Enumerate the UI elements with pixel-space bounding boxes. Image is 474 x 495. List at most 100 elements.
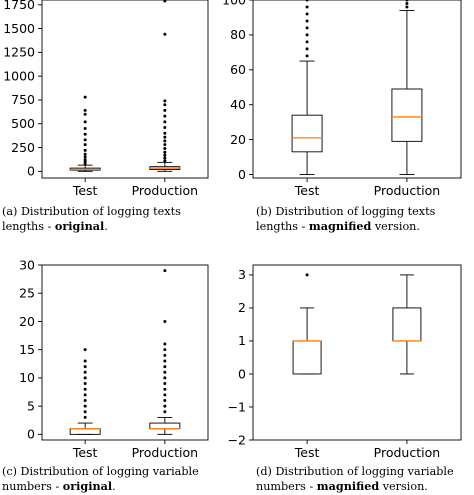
outlier-point: [163, 108, 167, 112]
outlier-point: [163, 342, 167, 346]
y-tick-label: −2: [228, 432, 246, 447]
y-tick-label: 1250: [3, 45, 35, 60]
y-tick-label: 1000: [3, 68, 35, 83]
caption-line-2: lengths - magnified version.: [256, 219, 420, 234]
caption-line-1: (c) Distribution of logging variable: [2, 465, 199, 478]
panel-b: 0 20 40 60 80 100 Test Production: [222, 0, 462, 198]
caption-line-1: (d) Distribution of logging variable: [256, 465, 454, 478]
outlier-point: [163, 153, 167, 157]
outlier-point: [163, 398, 167, 402]
caption-line-2: lengths - original.: [2, 219, 108, 234]
y-tick-label: 20: [230, 132, 246, 147]
outlier-point: [163, 146, 167, 150]
x-tick-label: Production: [132, 445, 199, 460]
y-tick-label: 40: [230, 97, 246, 112]
outlier-point: [163, 126, 167, 130]
y-tick-label: −1: [228, 399, 246, 414]
caption-bold-text: magnified: [316, 479, 380, 493]
outlier-point: [163, 359, 167, 363]
y-tick-label: 25: [19, 286, 35, 301]
outlier-point: [163, 410, 167, 414]
caption-line-1: (b) Distribution of logging texts: [256, 205, 436, 218]
y-tick-label: 750: [11, 92, 35, 107]
x-tick-label: Production: [132, 183, 199, 198]
outlier-point: [305, 26, 309, 30]
outlier-point: [163, 387, 167, 391]
outlier-point: [163, 139, 167, 143]
caption-line-1: (a) Distribution of logging texts: [2, 205, 181, 218]
outlier-point: [83, 158, 87, 162]
outlier-point: [83, 348, 87, 352]
x-tick-label: Test: [294, 445, 320, 460]
caption-bold-text: original: [62, 479, 113, 493]
outlier-point: [163, 353, 167, 357]
box-production: [149, 422, 181, 430]
y-tick-label: 250: [11, 140, 35, 155]
plot-frame: [41, 0, 209, 179]
outlier-point: [305, 33, 309, 37]
caption-text: numbers -: [256, 480, 317, 493]
data-marks: [69, 269, 181, 435]
y-tick-label: 20: [19, 314, 35, 329]
outlier-point: [405, 0, 409, 2]
outlier-point: [305, 47, 309, 51]
y-tick-label: 500: [11, 116, 35, 131]
outlier-point: [83, 404, 87, 408]
caption-text: version.: [371, 220, 420, 233]
caption-line-2: numbers - magnified version.: [256, 479, 428, 494]
outlier-point: [83, 370, 87, 374]
x-tick-label: Production: [374, 183, 441, 198]
y-tick-label: 3: [238, 267, 246, 282]
outlier-point: [163, 150, 167, 154]
outlier-point: [163, 0, 167, 3]
box-test: [69, 428, 101, 435]
outlier-point: [163, 159, 167, 163]
outlier-point: [305, 12, 309, 16]
y-tick-label: 0: [238, 167, 246, 182]
box-test: [291, 114, 323, 153]
data-marks: [291, 0, 423, 175]
outlier-point: [83, 138, 87, 142]
outlier-point: [163, 120, 167, 124]
plot-frame: [252, 0, 462, 179]
caption-text: numbers -: [2, 480, 63, 493]
outlier-point: [83, 148, 87, 152]
data-marks: [69, 0, 181, 172]
caption-text: version.: [379, 480, 428, 493]
outlier-point: [163, 114, 167, 118]
box-production: [391, 88, 423, 142]
outlier-point: [163, 319, 167, 323]
outlier-point: [83, 365, 87, 369]
outlier-point: [163, 103, 167, 107]
outlier-point: [305, 19, 309, 23]
outlier-point: [163, 404, 167, 408]
outlier-point: [163, 32, 167, 36]
outlier-point: [83, 127, 87, 131]
outlier-point: [163, 382, 167, 386]
outlier-point: [405, 5, 409, 9]
caption-text: lengths -: [2, 220, 55, 233]
outlier-point: [83, 410, 87, 414]
outlier-point: [83, 143, 87, 147]
box-test: [292, 340, 322, 375]
caption-bold-text: original: [54, 219, 105, 233]
caption-bold-text: magnified: [308, 219, 372, 233]
plot-frame: [252, 264, 462, 441]
outlier-point: [83, 112, 87, 116]
caption-text: .: [112, 480, 116, 493]
panel-c: 0 5 10 15 20 25 30 Test Production: [19, 257, 209, 460]
outlier-point: [305, 5, 309, 9]
outlier-point: [83, 95, 87, 99]
outlier-point: [83, 415, 87, 419]
outlier-point: [305, 54, 309, 58]
y-tick-label: 1500: [3, 21, 35, 36]
x-tick-label: Test: [294, 183, 320, 198]
outlier-point: [83, 398, 87, 402]
outlier-point: [305, 0, 309, 2]
outlier-point: [163, 156, 167, 160]
outlier-point: [83, 108, 87, 112]
y-tick-label: 0: [27, 427, 35, 442]
panel-d: −2 −1 0 1 2 3 Test Production: [228, 264, 462, 460]
y-tick-label: 15: [19, 342, 35, 357]
outlier-point: [163, 365, 167, 369]
